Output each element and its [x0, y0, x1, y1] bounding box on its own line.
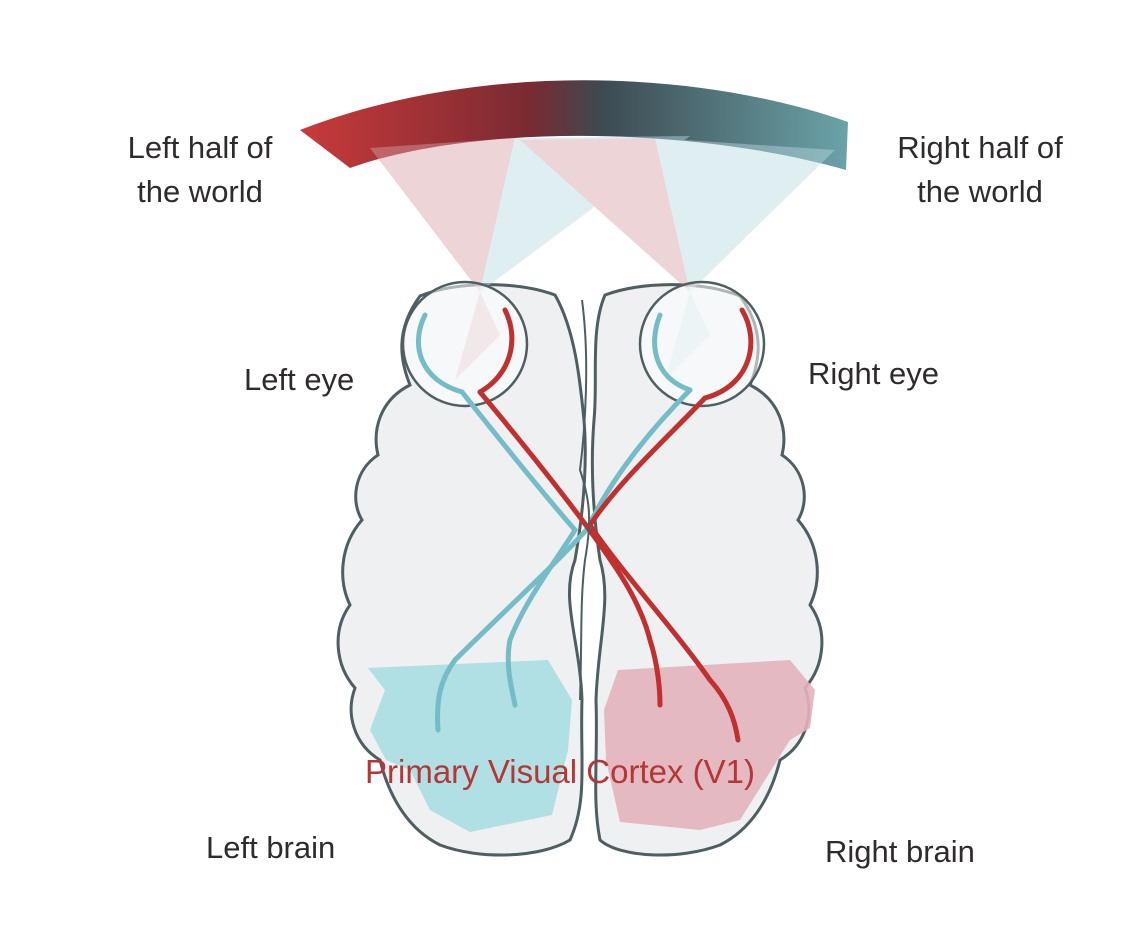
- red-pathway-right-eye: [586, 395, 741, 743]
- left-eye-label: Left eye: [244, 362, 355, 397]
- right-eyeball: [638, 280, 766, 408]
- right-eye-cone-b: [655, 138, 835, 292]
- field-of-view-cones: [370, 136, 835, 380]
- left-visual-cortex-region: [368, 660, 572, 832]
- right-eye-label: Right eye: [808, 356, 939, 391]
- right-eye-retina-nasal: [652, 312, 693, 393]
- visual-field-arc: [300, 80, 848, 170]
- left-eye-cone-a: [370, 138, 515, 292]
- right-eye-retina-temporal: [702, 307, 754, 401]
- right-visual-cortex-region: [604, 660, 815, 830]
- optic-pathways: [435, 387, 741, 743]
- right-world-label-line1: Right half of: [897, 130, 1063, 165]
- left-eye-cone-b: [480, 136, 690, 292]
- left-world-label-line2: the world: [137, 174, 263, 209]
- right-eye-cone-a: [520, 138, 690, 292]
- left-world-label-line1: Left half of: [127, 130, 273, 165]
- right-brain-label: Right brain: [825, 834, 975, 869]
- red-pathway-left-eye: [477, 389, 663, 708]
- left-eye-retina-nasal: [477, 307, 515, 395]
- left-brain-label: Left brain: [206, 830, 336, 865]
- left-world-label: Left half of the world: [100, 126, 300, 214]
- primary-visual-cortex-label: Primary Visual Cortex (V1): [365, 753, 755, 790]
- brain-midline: [578, 299, 591, 701]
- cyan-pathway-right-eye: [435, 387, 693, 733]
- left-eye-retina-temporal: [415, 312, 465, 395]
- left-eyeball: [401, 280, 529, 408]
- right-world-label: Right half of the world: [875, 126, 1085, 214]
- right-world-label-line2: the world: [917, 174, 1043, 209]
